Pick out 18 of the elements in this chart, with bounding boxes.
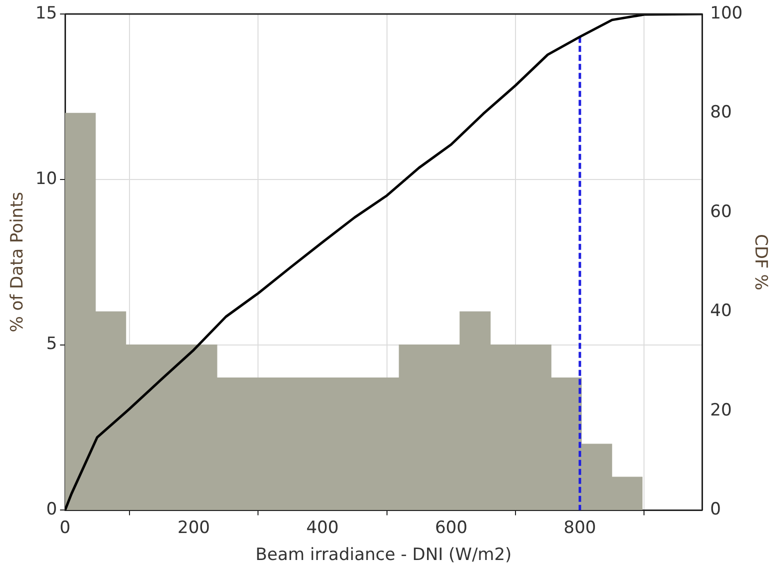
y2-tick-label: 0 [710, 500, 721, 520]
y2-tick-label: 100 [710, 3, 743, 24]
x-tick-label: 0 [60, 518, 70, 538]
y-tick-label: 15 [35, 3, 58, 24]
x-tick-label: 400 [306, 518, 339, 538]
y-tick-label: 5 [46, 334, 58, 354]
y-tick-label: 10 [35, 168, 58, 189]
x-tick-label: 600 [434, 518, 468, 538]
x-tick-label: 200 [178, 518, 210, 538]
y-axis-title: % of Data Points [8, 192, 28, 332]
x-tick-label: 800 [564, 518, 596, 538]
y-tick-label: 0 [46, 500, 58, 520]
y2-tick-label: 80 [710, 102, 732, 123]
y2-axis-title: CDF % [750, 234, 770, 290]
y2-tick-label: 40 [710, 301, 732, 322]
y2-tick-label: 60 [710, 202, 732, 222]
x-axis-title: Beam irradiance - DNI (W/m2) [256, 545, 512, 566]
y2-tick-label: 20 [710, 400, 732, 420]
